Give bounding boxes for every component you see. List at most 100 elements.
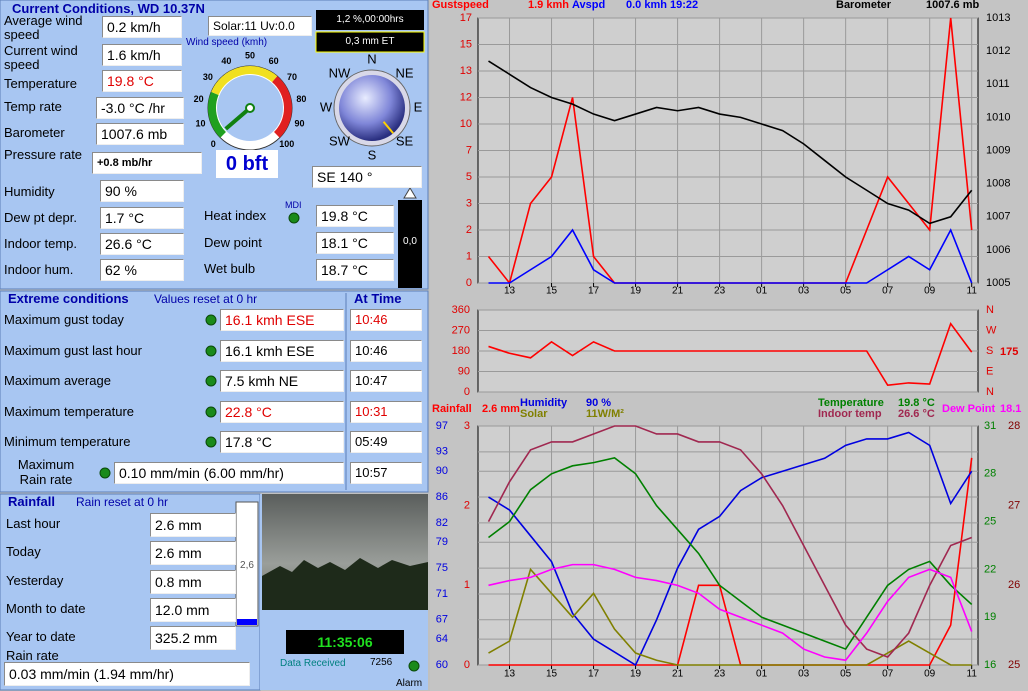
y-tick-label: N xyxy=(986,304,994,316)
field-time: 10:31 xyxy=(350,401,422,423)
field-value: 19.8 °C xyxy=(316,205,394,227)
series-line xyxy=(487,425,972,658)
compass-point: NW xyxy=(329,65,351,80)
gauge-tick-label: 40 xyxy=(221,56,231,66)
panel-title: Rainfall xyxy=(8,494,55,509)
y-tick-label: 1005 xyxy=(986,277,1010,289)
compass-sphere xyxy=(339,75,405,141)
y-tick-label: 1010 xyxy=(986,111,1010,123)
x-tick-label: 19 xyxy=(630,286,642,297)
x-tick-label: 21 xyxy=(672,286,684,297)
y-tick-label: 5 xyxy=(466,171,472,183)
x-tick-label: 23 xyxy=(714,286,726,297)
x-tick-label: 07 xyxy=(882,669,894,680)
y-tick-label: 71 xyxy=(436,588,448,600)
x-tick-label: 07 xyxy=(882,286,894,297)
field-time: 10:47 xyxy=(350,370,422,392)
field-value: 325.2 mm xyxy=(150,626,236,650)
x-tick-label: 01 xyxy=(756,286,768,297)
indoor-bar xyxy=(398,200,422,288)
status-led xyxy=(408,660,420,672)
field-label: Month to date xyxy=(6,601,86,616)
y-tick-label: 25 xyxy=(984,516,996,528)
field-time: 10:46 xyxy=(350,340,422,362)
y-tick-label: 26 xyxy=(1008,579,1020,591)
field-label: Last hour xyxy=(6,516,61,531)
y-tick-label: 0 xyxy=(466,277,472,289)
x-tick-label: 13 xyxy=(504,286,516,297)
current-value: 175 xyxy=(1000,346,1018,358)
data-received: Data Received xyxy=(280,658,346,669)
field-time: 05:49 xyxy=(350,431,422,453)
y-tick-label: 1012 xyxy=(986,45,1010,57)
compass-point: SW xyxy=(329,133,351,148)
y-tick-label: 1 xyxy=(466,250,472,262)
y-tick-label: 1011 xyxy=(986,78,1010,90)
plot-area xyxy=(477,425,979,666)
compass-point: S xyxy=(368,147,377,162)
packet-count: 7256 xyxy=(370,657,393,668)
field-label: Maximum average xyxy=(4,373,111,388)
legend-reading: 26.6 °C xyxy=(898,408,935,420)
solar: Solar:11 Uv:0.0 xyxy=(208,16,312,36)
gauge-tick-label: 100 xyxy=(279,139,294,149)
legend-reading: 1.9 kmh xyxy=(528,0,569,11)
field-value: 2.6 mm xyxy=(150,541,236,565)
field-label: Average wind speed xyxy=(4,13,83,42)
y-tick-label: 7 xyxy=(466,144,472,156)
gauge-tick-label: 90 xyxy=(294,118,304,128)
gauge-label: Wind speed (kmh) xyxy=(186,37,268,48)
status-led xyxy=(205,314,217,326)
y-tick-label: 360 xyxy=(452,304,470,316)
field-value: 12.0 mm xyxy=(150,598,236,622)
field-value: -3.0 °C /hr xyxy=(96,97,184,119)
panel-title: Current Conditions, WD 10.37N xyxy=(12,1,205,16)
x-tick-label: 17 xyxy=(588,669,600,680)
gauge-band xyxy=(211,66,278,96)
legend-label: Avspd xyxy=(572,0,605,11)
status-led xyxy=(205,375,217,387)
legend-label: Humidity xyxy=(520,397,568,409)
y-tick-label: 27 xyxy=(1008,500,1020,512)
x-tick-label: 11 xyxy=(967,286,978,297)
legend-label: Gustspeed xyxy=(432,0,489,11)
field-label: Wet bulb xyxy=(204,261,256,276)
y-tick-label: 3 xyxy=(466,197,472,209)
y-tick-label: 67 xyxy=(436,614,448,626)
series-line xyxy=(488,321,973,387)
gauge-needle xyxy=(224,106,252,131)
compass-point: SE xyxy=(396,133,414,148)
series-line xyxy=(488,567,972,666)
gauge-tick-label: 70 xyxy=(287,72,297,82)
y-tick-label: 79 xyxy=(436,536,448,548)
field-value: 2.6 mm xyxy=(150,513,236,537)
indoor-bar-value: 0,0 xyxy=(403,236,417,247)
series-line xyxy=(488,228,973,284)
gauge-tick-label: 20 xyxy=(194,94,204,104)
x-tick-label: 05 xyxy=(840,286,852,297)
sun-hours: 1,2 %,00:00hrs xyxy=(336,14,404,25)
field-label: Barometer xyxy=(4,125,65,140)
legend-reading: 11W/M² xyxy=(586,408,624,420)
compass-text: SE 140 ° xyxy=(312,166,422,188)
field-label: Year to date xyxy=(6,629,76,644)
field-time: 10:57 xyxy=(350,462,422,484)
x-tick-label: 19 xyxy=(630,669,642,680)
legend-label: Indoor temp xyxy=(818,408,882,420)
y-tick-label: W xyxy=(986,324,997,336)
compass-point: NE xyxy=(395,65,413,80)
y-tick-label: 2 xyxy=(464,500,470,512)
compass-point: W xyxy=(320,99,333,114)
series-line xyxy=(488,457,973,651)
legend-label: Rainfall xyxy=(432,403,472,415)
x-tick-label: 23 xyxy=(714,669,726,680)
beaufort: 0 bft xyxy=(216,150,278,178)
y-tick-label: 1 xyxy=(464,579,470,591)
y-tick-label: 270 xyxy=(452,324,470,336)
x-tick-label: 15 xyxy=(546,286,558,297)
y-tick-label: 1006 xyxy=(986,244,1010,256)
y-tick-label: 22 xyxy=(984,563,996,575)
legend-reading: 0.0 kmh 19:22 xyxy=(626,0,698,11)
field-label: Yesterday xyxy=(6,573,64,588)
